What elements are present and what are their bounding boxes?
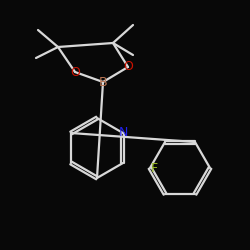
Text: O: O xyxy=(70,66,80,78)
Text: B: B xyxy=(99,76,107,88)
Text: N: N xyxy=(118,126,128,140)
Text: F: F xyxy=(150,162,158,175)
Text: O: O xyxy=(123,60,133,74)
